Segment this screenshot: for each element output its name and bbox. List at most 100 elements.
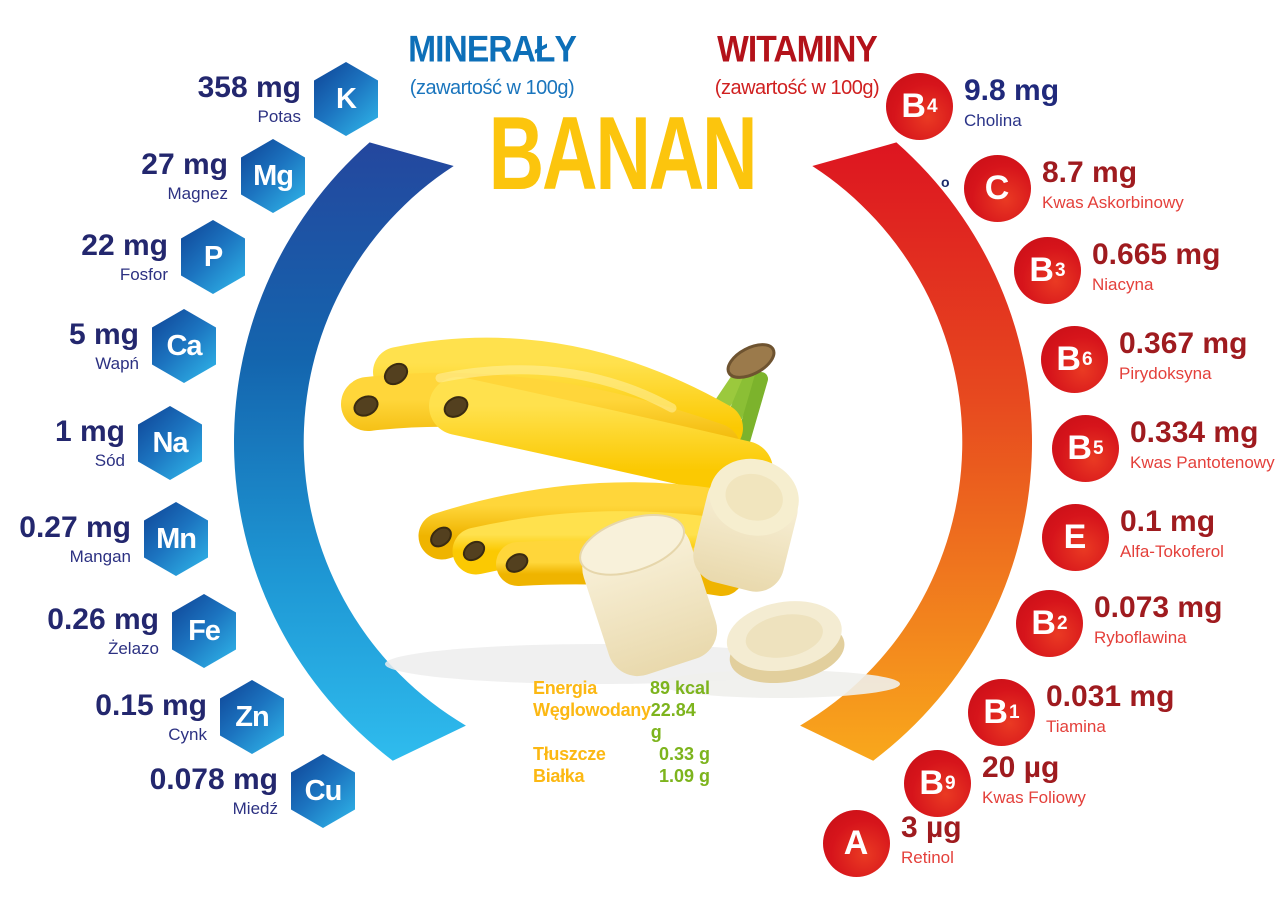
mineral-text: 5 mg Wapń bbox=[68, 318, 139, 374]
mineral-text: 1 mg Sód bbox=[54, 415, 125, 471]
minerals-title: MINERAŁY bbox=[408, 28, 577, 71]
fact-row: Białka 1.09 g bbox=[533, 765, 710, 787]
vitamin-name: Kwas Askorbinowy bbox=[1042, 193, 1184, 212]
vitamin-text: 0.665 mg Niacyna bbox=[1092, 238, 1221, 295]
vitamin-name: Ryboflawina bbox=[1094, 628, 1187, 647]
fact-value: 89 kcal bbox=[649, 678, 710, 698]
banana-photo bbox=[341, 337, 900, 698]
mineral-name: Cynk bbox=[168, 725, 207, 744]
fact-value: 0.33 g bbox=[658, 744, 710, 764]
mineral-text: 358 mg Potas bbox=[197, 71, 301, 127]
fact-label: Węglowodany bbox=[533, 700, 651, 720]
fact-label: Tłuszcze bbox=[533, 744, 606, 764]
mineral-value: 5 mg bbox=[68, 318, 139, 351]
vitamin-circle: A bbox=[823, 810, 890, 877]
vitamin-text: 20 µg Kwas Foliowy bbox=[982, 751, 1086, 808]
vitamin-symbol: B bbox=[1056, 340, 1081, 378]
mineral-value: 358 mg bbox=[197, 71, 301, 104]
mineral-value: 1 mg bbox=[54, 415, 125, 448]
mineral-name: Żelazo bbox=[107, 639, 159, 658]
mineral-hexagon: K bbox=[314, 62, 378, 136]
mineral-name: Miedź bbox=[232, 799, 278, 818]
mineral-symbol: Mn bbox=[156, 522, 197, 555]
vitamin-symbol: A bbox=[843, 824, 869, 862]
minerals-header: MINERAŁY (zawartość w 100g) bbox=[327, 28, 657, 100]
vitamin-symbol-subscript: 2 bbox=[1056, 612, 1068, 634]
fact-row: Tłuszcze 0.33 g bbox=[533, 743, 710, 765]
vitamin-symbol: B bbox=[1031, 604, 1056, 642]
mineral-item: 0.26 mg Żelazo Fe bbox=[47, 594, 236, 668]
banana-slice bbox=[579, 458, 845, 684]
mineral-item: 1 mg Sód Na bbox=[55, 406, 202, 480]
vitamin-text: 0.367 mg Pirydoksyna bbox=[1119, 328, 1247, 384]
banana-highlight bbox=[435, 365, 677, 413]
mineral-text: 27 mg Magnez bbox=[141, 148, 228, 204]
fact-row: Energia 89 kcal bbox=[533, 677, 710, 699]
vitamin-name: Niacyna bbox=[1092, 275, 1154, 294]
mineral-item: 0.27 mg Mangan Mn bbox=[19, 502, 208, 576]
mineral-value: 0.15 mg bbox=[95, 689, 207, 722]
vitamin-text: 0.031 mg Tiamina bbox=[1046, 681, 1174, 737]
mineral-hexagon: P bbox=[181, 220, 245, 294]
mineral-symbol: Na bbox=[152, 426, 188, 459]
mineral-text: 0.15 mg Cynk bbox=[95, 689, 207, 745]
vitamin-name: Pirydoksyna bbox=[1119, 364, 1212, 383]
mineral-symbol: Fe bbox=[188, 614, 221, 647]
vitamin-name: Cholina bbox=[964, 111, 1022, 130]
vitamin-symbol: B bbox=[901, 87, 926, 125]
mineral-name: Sód bbox=[94, 451, 125, 470]
vitamin-item: E 0.1 mg Alfa-Tokoferol bbox=[1042, 504, 1224, 571]
vitamin-value: 20 µg bbox=[982, 751, 1060, 784]
vitamin-value: 0.1 mg bbox=[1120, 505, 1216, 538]
vitamin-name: Kwas Pantotenowy bbox=[1130, 453, 1275, 472]
mineral-name: Wapń bbox=[95, 354, 139, 373]
mineral-hexagon: Ca bbox=[152, 309, 216, 383]
photo-shadow bbox=[660, 670, 900, 698]
mineral-value: 0.078 mg bbox=[149, 763, 278, 796]
banana-tip bbox=[353, 362, 529, 573]
mineral-hexagon: Na bbox=[138, 406, 202, 480]
mineral-hexagon: Mg bbox=[241, 139, 305, 213]
vitamin-name: Kwas Foliowy bbox=[982, 788, 1086, 807]
mineral-item: 0.078 mg Miedź Cu bbox=[150, 754, 355, 828]
mineral-value: 27 mg bbox=[141, 148, 228, 181]
vitamin-name: Retinol bbox=[901, 848, 954, 867]
vitamin-symbol: B bbox=[919, 764, 944, 802]
mineral-name: Magnez bbox=[167, 184, 228, 203]
banana bbox=[429, 377, 773, 499]
vitamin-symbol-subscript: 6 bbox=[1081, 348, 1093, 370]
fact-row: Węglowodany 22.84 g bbox=[533, 699, 710, 743]
mineral-symbol: Zn bbox=[235, 700, 269, 733]
mineral-item: 5 mg Wapń Ca bbox=[69, 309, 216, 383]
vitamin-symbol: B bbox=[1067, 429, 1092, 467]
mineral-hexagon: Mn bbox=[144, 502, 208, 576]
mineral-item: 0.15 mg Cynk Zn bbox=[95, 680, 284, 754]
vitamin-symbol-subscript: 9 bbox=[944, 772, 956, 794]
mineral-hexagon: Fe bbox=[172, 594, 236, 668]
vitamin-text: 0.073 mg Ryboflawina bbox=[1094, 592, 1222, 648]
fact-label: Energia bbox=[533, 678, 597, 698]
vitamins-arc bbox=[800, 142, 1032, 761]
fact-value: 22.84 g bbox=[650, 700, 696, 742]
vitamin-name: Alfa-Tokoferol bbox=[1120, 542, 1224, 561]
mineral-name: Fosfor bbox=[119, 265, 168, 284]
vitamin-circle: C bbox=[964, 155, 1031, 222]
mineral-item: 22 mg Fosfor P bbox=[81, 220, 245, 294]
vitamin-text: 0.334 mg Kwas Pantotenowy bbox=[1130, 417, 1275, 473]
vitamin-value: 0.665 mg bbox=[1092, 238, 1221, 271]
vitamin-value: 3 µg bbox=[901, 811, 962, 844]
mineral-item: 27 mg Magnez Mg bbox=[141, 139, 305, 213]
mineral-hexagon: Zn bbox=[220, 680, 284, 754]
